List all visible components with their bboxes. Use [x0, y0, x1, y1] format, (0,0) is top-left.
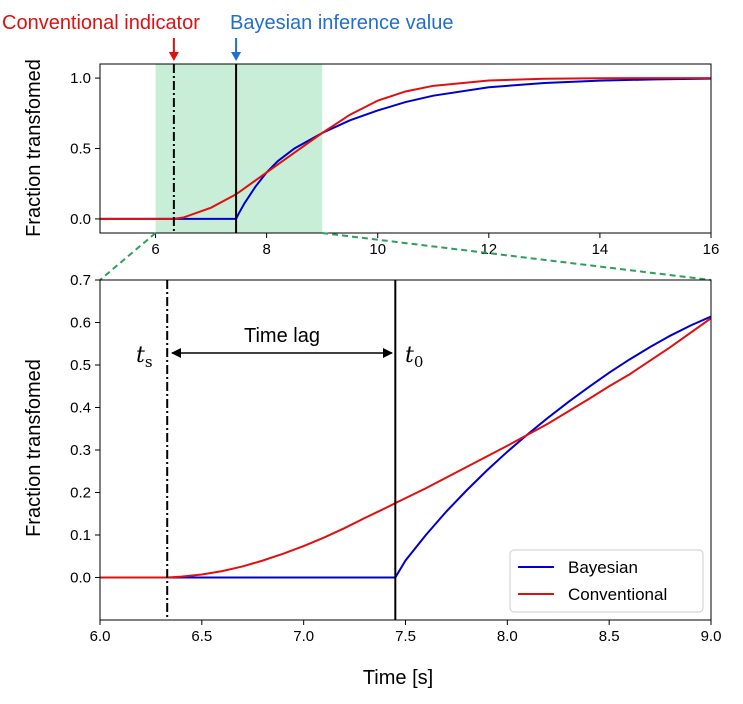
overview-xtick-label: 6 — [151, 241, 159, 258]
zoom-xtick-label: 8.0 — [497, 628, 518, 645]
zoom-connector-right — [322, 232, 712, 281]
legend-conventional-label: Conventional — [568, 585, 667, 604]
zoom-xtick-label: 9.0 — [701, 628, 722, 645]
zoom-ytick-label: 0.6 — [70, 315, 91, 332]
zoom-ytick-label: 0.7 — [70, 272, 91, 289]
legend-bayesian-label: Bayesian — [568, 558, 638, 577]
legend-box — [509, 549, 704, 613]
highlight-region — [155, 64, 323, 233]
ts-label: ts — [136, 343, 153, 371]
time-lag-label: Time lag — [244, 325, 320, 347]
overview-ylabel: Fraction transfomed — [23, 59, 45, 237]
zoom-series-conventional — [100, 317, 711, 579]
overview-xtick-label: 12 — [480, 241, 497, 258]
zoom-ylabel: Fraction transfomed — [23, 359, 45, 537]
overview-ytick-label: 0.0 — [70, 211, 91, 228]
overview-xtick-label: 8 — [262, 241, 270, 258]
zoom-panel: 6.0 6.5 7.0 7.5 8.0 8.5 9.0 0.0 0.1 0.2 0.3 0.4 0.5 0… — [70, 272, 721, 645]
zoom-connectors — [99, 232, 712, 281]
zoom-ytick-label: 0.4 — [70, 400, 91, 417]
zoom-xtick-label: 8.5 — [599, 628, 620, 645]
zoom-ytick-label: 0.3 — [70, 442, 91, 459]
zoom-ytick-label: 0.0 — [70, 570, 91, 587]
overview-ytick-label: 0.5 — [70, 141, 91, 158]
zoom-xtick-label: 7.0 — [293, 628, 314, 645]
bayesian-inference-arrow-head — [231, 52, 242, 61]
zoom-ytick-label: 0.2 — [70, 485, 91, 502]
zoom-xtick-label: 6.0 — [90, 628, 111, 645]
zoom-xtick-label: 7.5 — [395, 628, 416, 645]
bayesian-inference-value-label: Bayesian inference value — [230, 12, 453, 34]
overview-xtick-label: 10 — [369, 241, 386, 258]
legend: Bayesian Conventional — [509, 549, 704, 613]
overview-xtick-label: 14 — [592, 241, 609, 258]
zoom-ytick-label: 0.1 — [70, 527, 91, 544]
overview-xtick-label: 16 — [703, 241, 720, 258]
overview-panel: 6 8 10 12 14 16 0.0 0.5 1.0 — [70, 63, 720, 258]
conventional-indicator-arrow-head — [168, 52, 179, 61]
overview-ytick-label: 1.0 — [70, 70, 91, 87]
zoom-ytick-label: 0.5 — [70, 357, 91, 374]
zoom-xlabel: Time [s] — [363, 667, 433, 689]
zoom-xtick-label: 6.5 — [191, 628, 212, 645]
overview-series-conventional — [100, 77, 711, 220]
t0-label: t0 — [405, 343, 423, 371]
zoom-connector-left — [99, 232, 157, 281]
conventional-indicator-label: Conventional indicator — [2, 12, 200, 34]
